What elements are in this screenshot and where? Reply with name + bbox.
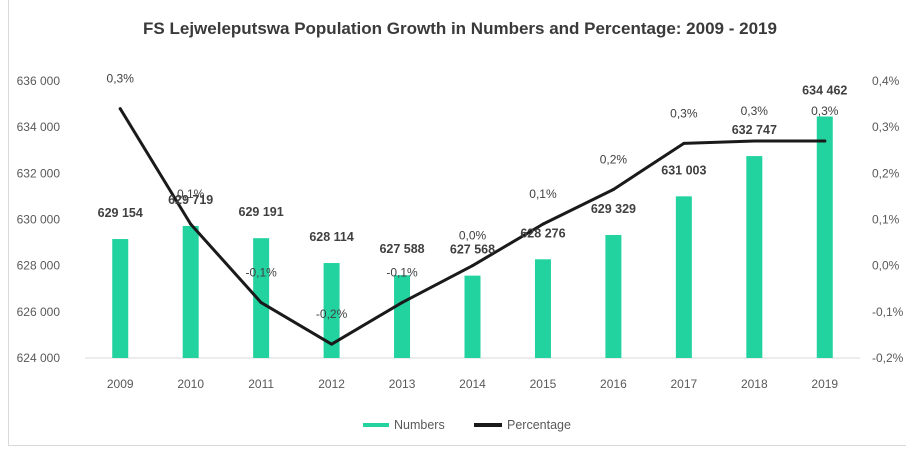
bar [746, 156, 763, 358]
left-tick-label: 626 000 [17, 305, 61, 319]
x-tick-label: 2016 [600, 377, 627, 391]
legend-swatch-percentage [474, 423, 502, 427]
right-tick-label: -0,2% [872, 351, 904, 365]
bar-data-label: 629 191 [239, 205, 284, 219]
line-point [118, 107, 122, 111]
bar-data-labels: 629 154 629 719 629 191 628 114 627 588 627 5… [98, 84, 848, 257]
line-data-label: 0,3% [811, 104, 839, 118]
line-data-label: 0,0% [459, 229, 487, 243]
legend-swatch-numbers [363, 423, 389, 427]
bar [112, 239, 129, 358]
bar [534, 259, 551, 358]
left-tick-label: 636 000 [17, 74, 61, 88]
right-tick-label: -0,1% [872, 305, 904, 319]
line-data-label: 0,2% [600, 152, 628, 166]
bar-data-label: 627 588 [379, 242, 424, 256]
left-tick-label: 628 000 [17, 259, 61, 273]
line-point [330, 342, 334, 346]
line-point [823, 139, 827, 143]
line-point [189, 222, 193, 226]
chart-frame [8, 0, 906, 446]
x-tick-label: 2015 [530, 377, 557, 391]
x-tick-label: 2013 [389, 377, 416, 391]
line-data-label: 0,3% [670, 106, 698, 120]
right-axis: -0,2% -0,1% 0,0% 0,1% 0,2% 0,3% 0,4% [872, 74, 904, 365]
bar [323, 263, 340, 358]
line-point [752, 139, 756, 143]
left-axis: 624 000 626 000 628 000 630 000 632 000 634 0… [17, 74, 61, 365]
line-data-label: 0,1% [177, 187, 205, 201]
line-point [400, 301, 404, 305]
bar-data-label: 628 276 [520, 226, 565, 240]
line-data-label: 0,1% [529, 187, 557, 201]
x-tick-label: 2009 [107, 377, 134, 391]
bar [816, 116, 833, 358]
legend: Numbers Percentage [363, 418, 571, 432]
bar-data-label: 627 568 [450, 243, 495, 257]
line-point [541, 222, 545, 226]
line-point [471, 264, 474, 268]
line-data-label: -0,1% [245, 266, 277, 280]
line-data-label: -0,1% [386, 266, 418, 280]
left-tick-label: 634 000 [17, 120, 61, 134]
bars-series [112, 116, 833, 358]
right-tick-label: 0,1% [872, 213, 900, 227]
line-data-label: -0,2% [316, 307, 348, 321]
chart-title: FS Lejweleputswa Population Growth in Nu… [143, 19, 777, 38]
right-tick-label: 0,2% [872, 166, 900, 180]
legend-label-numbers: Numbers [394, 418, 445, 432]
left-tick-label: 624 000 [17, 351, 61, 365]
left-tick-label: 632 000 [17, 166, 61, 180]
bar-data-label: 628 114 [309, 230, 354, 244]
line-data-label: 0,3% [741, 104, 769, 118]
bar-data-label: 629 154 [98, 206, 143, 220]
bar-data-label: 629 719 [168, 193, 213, 207]
bar [464, 275, 481, 358]
legend-label-percentage: Percentage [507, 418, 571, 432]
line-point [682, 141, 686, 145]
bar [182, 225, 199, 358]
bar [394, 275, 411, 358]
bar [675, 196, 692, 358]
right-tick-label: 0,3% [872, 120, 900, 134]
bar-data-label: 629 329 [591, 202, 636, 216]
line-point [611, 187, 615, 191]
x-tick-label: 2019 [811, 377, 838, 391]
x-tick-label: 2010 [177, 377, 204, 391]
line-point [259, 301, 263, 305]
x-tick-label: 2014 [459, 377, 486, 391]
bar [253, 238, 270, 358]
line-data-labels: 0,3% 0,1% -0,1% -0,2% -0,1% 0,0% 0,1% 0,2% 0,3% 0… [107, 72, 839, 321]
line-data-label: 0,3% [107, 72, 135, 86]
left-tick-label: 630 000 [17, 213, 61, 227]
x-tick-label: 2017 [671, 377, 698, 391]
bar-data-label: 631 003 [661, 163, 706, 177]
x-tick-label: 2012 [318, 377, 345, 391]
bar-data-label: 634 462 [802, 84, 847, 98]
x-axis: 2009 2010 2011 2012 2013 2014 2015 2016 2017 2018… [85, 357, 860, 391]
x-tick-label: 2011 [248, 377, 274, 391]
right-tick-label: 0,0% [872, 259, 900, 273]
x-tick-label: 2018 [741, 377, 768, 391]
line-series [118, 107, 827, 346]
right-tick-label: 0,4% [872, 74, 900, 88]
bar [605, 234, 622, 358]
bar-data-label: 632 747 [732, 123, 777, 137]
